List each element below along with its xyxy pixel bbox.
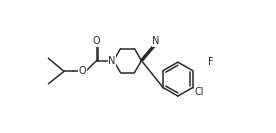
Text: N: N	[152, 36, 160, 46]
Text: F: F	[208, 57, 214, 67]
Text: O: O	[93, 36, 100, 46]
Text: O: O	[79, 66, 86, 76]
Text: N: N	[108, 56, 116, 66]
Text: Cl: Cl	[194, 87, 204, 97]
